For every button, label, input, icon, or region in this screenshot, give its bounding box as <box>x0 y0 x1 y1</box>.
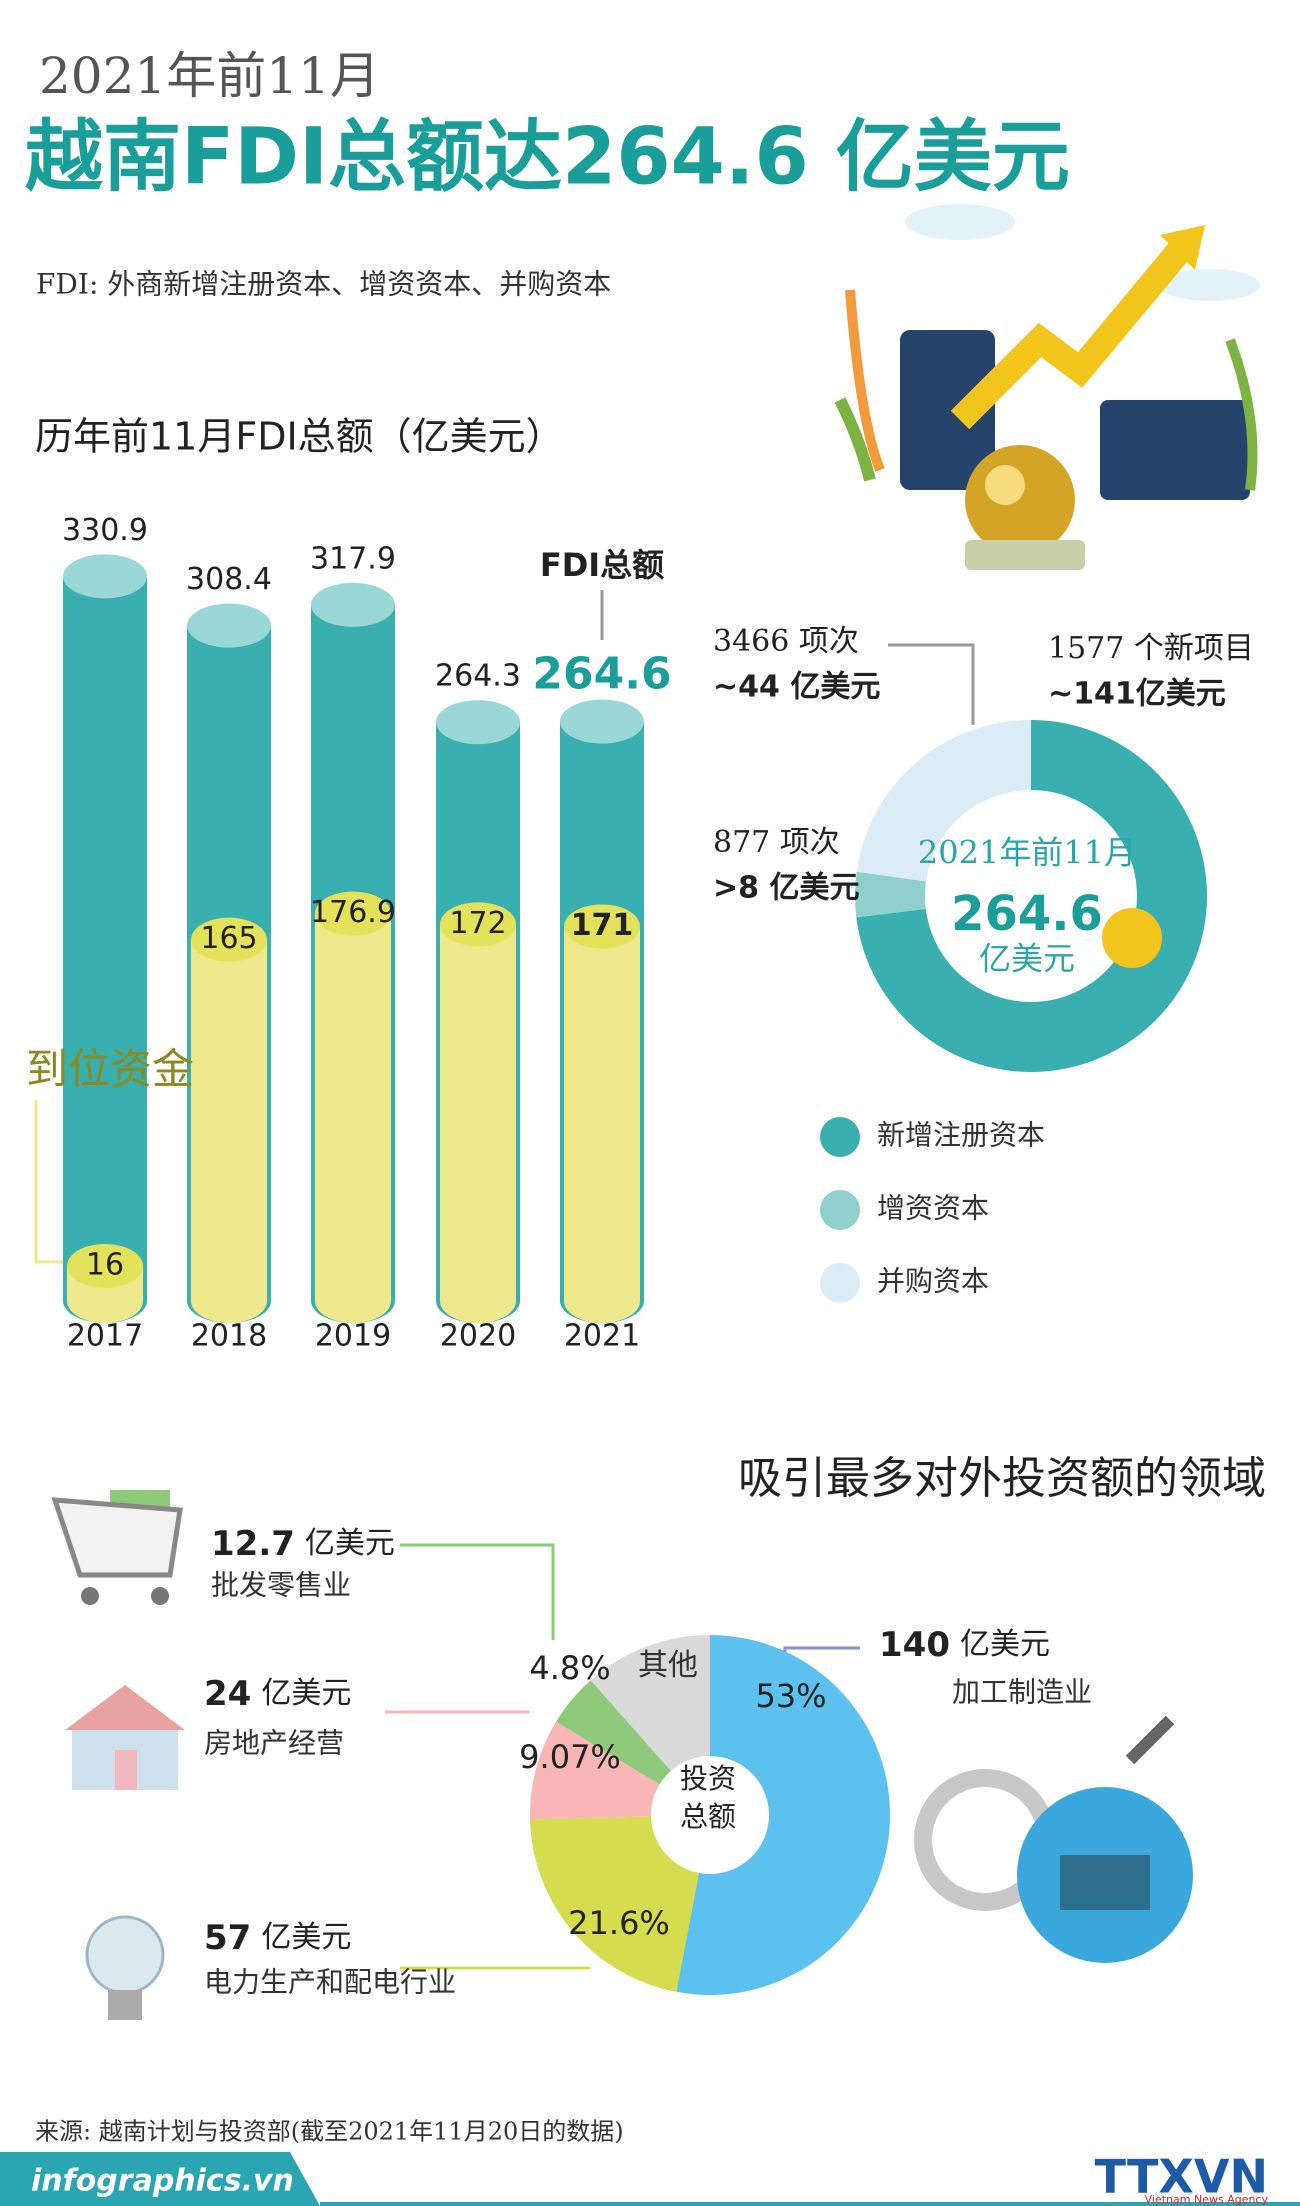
amount-label: 140 亿美元 <box>879 1625 1050 1665</box>
legend-label: 新增注册资本 <box>877 1119 1045 1152</box>
value-label: 264.6 <box>532 649 671 700</box>
legend-label: 并购资本 <box>877 1265 989 1298</box>
bulb-icon <box>85 1915 165 2020</box>
amount-label: 57 亿美元 <box>204 1918 351 1958</box>
unit: 亿美元 <box>261 1920 351 1955</box>
footer-band <box>0 2152 320 2206</box>
value-label: >8 亿美元 <box>713 871 859 906</box>
legend-swatch <box>820 1190 860 1230</box>
bar-cap <box>191 917 267 962</box>
coin-icon <box>1102 908 1162 968</box>
bar-cap <box>564 904 640 949</box>
agency: TTXVN <box>1095 2150 1268 2204</box>
value-label: 308.4 <box>186 562 272 597</box>
bar <box>191 939 267 1301</box>
donut-segment <box>530 1721 660 1820</box>
amount-label: 24 亿美元 <box>204 1674 351 1714</box>
x-tick-label: 2018 <box>191 1319 267 1354</box>
cart-icon <box>51 1490 183 1605</box>
amount: 24 <box>204 1674 251 1714</box>
legend-swatch <box>820 1117 860 1157</box>
illustration <box>834 204 1260 570</box>
donut-segment <box>856 720 1031 882</box>
source: 来源: 越南计划与投资部(截至2021年11月20日的数据) <box>35 2118 624 2146</box>
value-label: 172 <box>449 906 506 941</box>
center-unit: 亿美元 <box>979 940 1075 978</box>
bar <box>63 576 147 1301</box>
value-label: 21.6% <box>568 1904 670 1942</box>
donut-segment <box>590 1635 710 1771</box>
category-label: 批发零售业 <box>211 1569 351 1602</box>
center-label: 总额 <box>680 1800 736 1833</box>
legend-swatch <box>820 1263 860 1303</box>
value-label: 165 <box>200 921 257 956</box>
x-tick-label: 2021 <box>564 1319 640 1354</box>
value-label: 330.9 <box>62 513 148 548</box>
count-label: 877 项次 <box>713 825 840 860</box>
bar-cap <box>311 582 395 627</box>
category-label: 其他 <box>638 1648 698 1683</box>
value-label: 317.9 <box>310 541 396 576</box>
site: infographics.vn <box>31 2164 294 2199</box>
bar-cap <box>436 700 520 745</box>
category-label: 房地产经营 <box>204 1727 344 1760</box>
count-label: 1577 个新项目 <box>1048 631 1254 666</box>
main-title: 越南FDI总额达264.6 亿美元 <box>25 112 1070 202</box>
bar <box>440 924 516 1301</box>
value-label: 9.07% <box>519 1738 621 1776</box>
value-label: 171 <box>571 908 634 943</box>
value-label: 53% <box>755 1677 826 1715</box>
amount: 12.7 <box>211 1524 295 1564</box>
value-label: ~44 亿美元 <box>713 670 880 705</box>
series-label: FDI总额 <box>540 546 664 584</box>
bar <box>315 913 391 1301</box>
bar-cap <box>67 1243 143 1288</box>
x-tick-label: 2020 <box>440 1319 516 1354</box>
x-tick-label: 2017 <box>67 1319 143 1354</box>
bar-cap <box>315 891 391 936</box>
value-label: 264.3 <box>435 659 521 694</box>
value-label: 176.9 <box>310 895 396 930</box>
donut-segment <box>556 1680 671 1785</box>
factory-icon <box>914 1715 1193 1963</box>
bar <box>564 926 640 1301</box>
series-label: 到位资金 <box>26 1045 194 1094</box>
center-total: 264.6 <box>951 886 1103 942</box>
category-label: 电力生产和配电行业 <box>204 1966 456 1999</box>
donut-segment <box>855 871 927 918</box>
bar-cap <box>187 603 271 648</box>
bar-cap <box>63 554 147 599</box>
amount: 57 <box>204 1918 251 1958</box>
center-label: 投资 <box>680 1762 736 1795</box>
agency-sub: Vietnam News Agency <box>1145 2193 1269 2206</box>
amount: 140 <box>879 1625 950 1665</box>
chart-title: 历年前11月FDI总额（亿美元） <box>35 415 564 459</box>
donut-segment <box>530 1816 699 1992</box>
donut-segment <box>856 720 1207 1073</box>
value-label: 4.8% <box>529 1649 610 1687</box>
donut-segment <box>676 1635 891 1996</box>
unit: 亿美元 <box>305 1526 395 1561</box>
house-icon <box>65 1685 185 1790</box>
chart-title: 吸引最多对外投资额的领域 <box>738 1453 1266 1504</box>
value-label: 16 <box>86 1247 124 1282</box>
count-label: 3466 项次 <box>713 624 859 659</box>
legend-label: 增资资本 <box>877 1192 989 1225</box>
unit: 亿美元 <box>960 1627 1050 1662</box>
bar-cap <box>560 699 644 744</box>
center-period: 2021年前11月 <box>918 834 1136 872</box>
note: FDI: 外商新增注册资本、增资资本、并购资本 <box>36 268 611 301</box>
value-label: ~141亿美元 <box>1048 677 1226 712</box>
category-label: 加工制造业 <box>952 1676 1092 1709</box>
bar-cap <box>440 902 516 947</box>
x-tick-label: 2019 <box>315 1319 391 1354</box>
amount-label: 12.7 亿美元 <box>211 1524 395 1564</box>
kicker: 2021年前11月 <box>39 47 380 105</box>
unit: 亿美元 <box>261 1676 351 1711</box>
